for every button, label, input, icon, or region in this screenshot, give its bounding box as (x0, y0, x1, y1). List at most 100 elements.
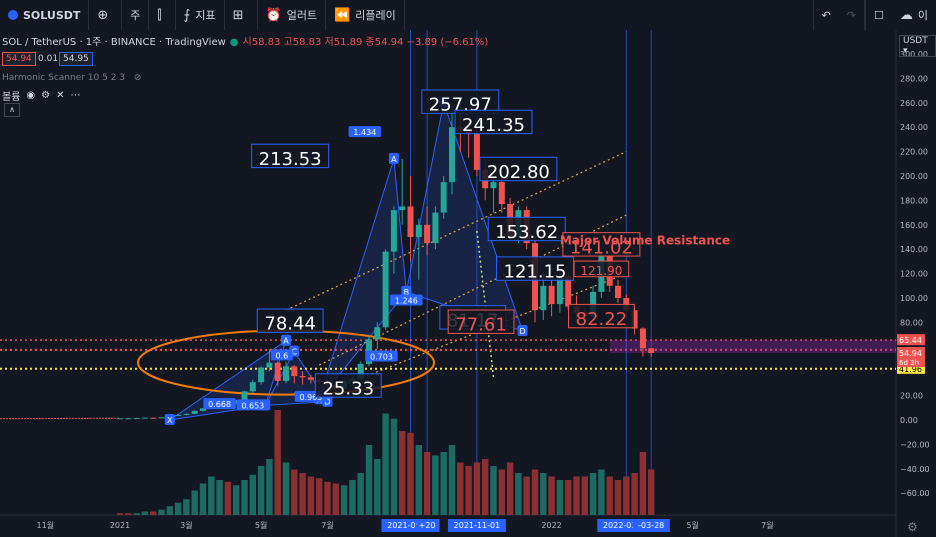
price-chart[interactable]: XABCDXABCD0.6680.6530.9650.60.7031.4341.… (0, 30, 936, 537)
cloud-icon: ☁ (899, 7, 913, 23)
volume-bar (614, 480, 622, 515)
volume-bar (407, 432, 414, 515)
candle-body (357, 363, 364, 379)
eye-icon[interactable]: ◉ (26, 90, 36, 101)
pattern-point-label: D (324, 398, 330, 407)
annotation-text: Major Volume Resistance (560, 233, 730, 247)
price-label-text: 82.22 (576, 309, 628, 330)
time-highlight-badge (632, 519, 670, 532)
volume-bar (465, 466, 472, 515)
resistance-zone (609, 340, 896, 353)
current-price-label: 54.94 (899, 349, 922, 358)
volume-bar (482, 459, 489, 515)
time-highlight-badge (447, 519, 506, 532)
volume-bar (224, 481, 232, 515)
volume-bar (125, 513, 132, 515)
volume-bar (606, 476, 613, 515)
settings-icon[interactable]: ⚙ (907, 520, 918, 534)
price-axis-tick-label: 280.00 (900, 74, 928, 83)
candle-body (274, 362, 281, 381)
candle-body (117, 418, 123, 420)
time-axis-label: 7월 (321, 520, 333, 530)
currency-selector[interactable]: USDT ▾ (899, 35, 936, 57)
time-highlight-label: -03-28 (638, 521, 664, 530)
candle-body (540, 285, 547, 311)
interval-label: 주 (130, 9, 141, 22)
price-label-text: 241.35 (462, 115, 525, 136)
undo-button[interactable]: ↶ (812, 0, 839, 30)
volume-bar (399, 431, 406, 515)
volume-bar (565, 480, 572, 515)
volume-bar (515, 473, 522, 515)
ohlc-values: 시58.83 고58.83 저51.89 종54.94 −3.89 (−6.61… (242, 37, 489, 48)
candle-body (125, 418, 132, 420)
volume-bar (457, 462, 464, 515)
pattern-point-marker (401, 285, 412, 297)
price-label-box (487, 216, 566, 242)
volume-bar (199, 483, 207, 515)
time-axis-label: 7월 (761, 520, 773, 530)
price-axis-tick-label: 120.00 (900, 270, 928, 279)
price-axis-tick-label: 140.00 (900, 245, 928, 254)
volume-bar (490, 466, 497, 515)
volume-bar (316, 478, 323, 515)
eye-off-icon[interactable]: ⊘ (133, 73, 142, 83)
price-axis-tick-label: 180.00 (900, 196, 928, 205)
candle-body (283, 366, 289, 381)
time-highlight-label: 2021-09-06 (387, 521, 434, 530)
more-icon[interactable]: ⋯ (70, 90, 81, 101)
symbol-selector[interactable]: SOLUSDT (0, 0, 90, 30)
pattern-point-marker (281, 334, 291, 346)
candle-body (266, 362, 273, 368)
indicators-icon: ⨍ (183, 7, 191, 23)
undo-icon: ↶ (821, 8, 831, 22)
replay-button[interactable]: ⏪ 리플레이 (326, 0, 405, 30)
indicators-button[interactable]: ⨍ 지표 (176, 0, 225, 30)
collapse-legend-button[interactable]: ∧ (4, 103, 20, 117)
volume-bar (266, 459, 273, 515)
volume-bar (390, 418, 398, 515)
candle-body (473, 133, 480, 170)
time-axis-label: 2022 (541, 521, 561, 530)
volume-bar (340, 485, 348, 515)
chart-type-button[interactable]: ⫿ (149, 0, 176, 30)
ratio-badge (236, 399, 270, 411)
volume-bar (274, 410, 281, 515)
top-toolbar: SOLUSDT ⊕ 주 ⫿ ⨍ 지표 ⊞ ⏰ 얼러트 ⏪ 리플레이 ↶ ↷ ☐ ☁ 이 (0, 0, 936, 31)
volume-bar (415, 445, 422, 515)
compare-button[interactable]: ⊕ (89, 0, 123, 30)
gear-icon[interactable]: ⚙ (41, 90, 51, 101)
pair-title: SOL / TetherUS · 1주 · BINANCE · TradingV… (2, 37, 226, 48)
ask-price[interactable]: 54.95 (59, 52, 93, 66)
candle-body (299, 376, 306, 378)
fullscreen-button[interactable]: ☐ (865, 0, 892, 30)
volume-bar (473, 462, 481, 515)
price-axis-tick-label: 0.00 (900, 416, 918, 425)
interval-button[interactable]: 주 (122, 0, 150, 30)
bid-price[interactable]: 54.94 (2, 52, 36, 66)
layout-button[interactable]: ⊞ (225, 0, 258, 30)
alert-button[interactable]: ⏰ 얼러트 (258, 0, 327, 30)
candle-body (548, 285, 555, 305)
price-label-box (479, 156, 558, 182)
spread-value: 0.01 (38, 54, 59, 64)
candle-body (424, 224, 431, 244)
candle-body (249, 382, 256, 392)
redo-button[interactable]: ↷ (839, 0, 865, 30)
axis-level-badge (897, 362, 925, 374)
cloud-save-button[interactable]: ☁ 이 (892, 0, 936, 30)
candle-body (399, 206, 406, 211)
plus-circle-icon: ⊕ (97, 7, 109, 23)
volume-bar (448, 445, 456, 515)
pattern-point-label: X (167, 416, 173, 425)
volume-bar (291, 469, 298, 515)
close-icon[interactable]: ✕ (56, 90, 65, 101)
candle-body (498, 182, 505, 205)
volume-bar (241, 480, 248, 515)
volume-bar (573, 476, 580, 515)
chart-legend: SOL / TetherUS · 1주 · BINANCE · TradingV… (2, 33, 488, 48)
volume-bar (166, 506, 173, 515)
ratio-badge (270, 349, 293, 361)
ratio-label: 1.434 (353, 128, 376, 137)
redo-icon: ↷ (846, 8, 856, 22)
